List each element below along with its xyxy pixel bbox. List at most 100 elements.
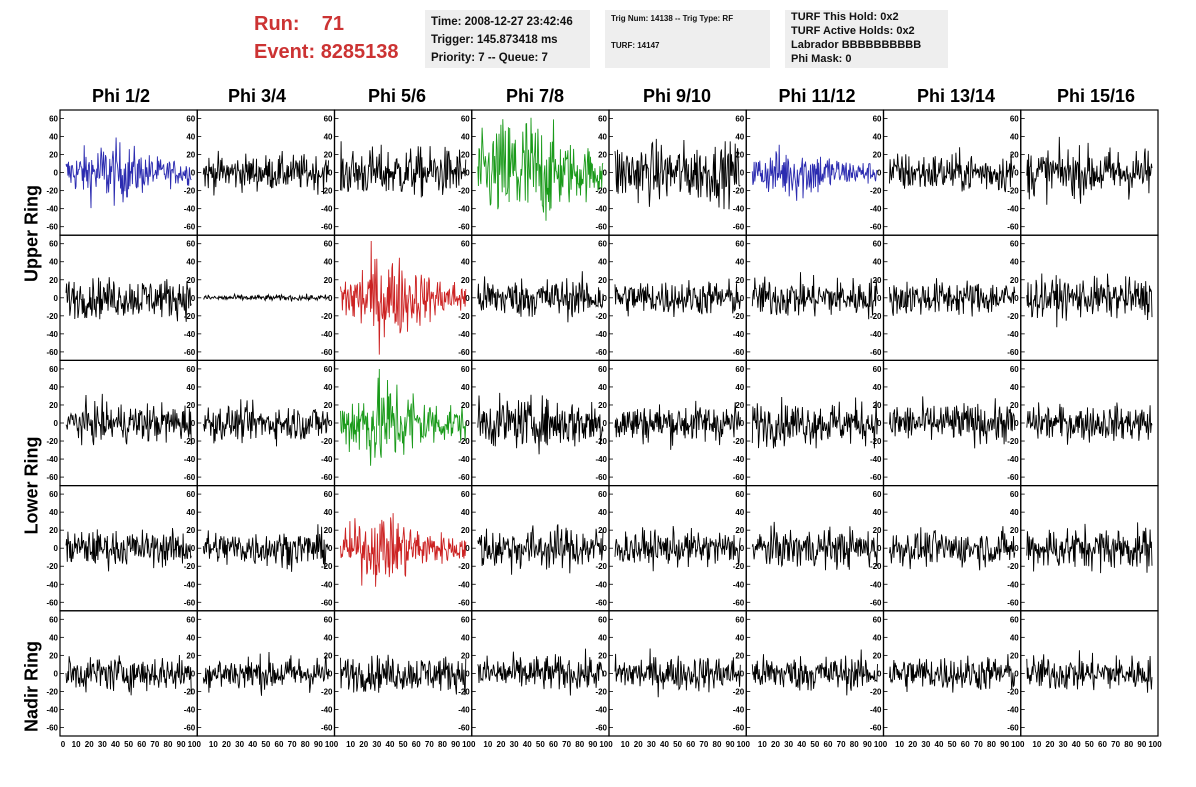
waveform-trace-r4-c1	[202, 651, 329, 696]
x-tick-label: 10	[346, 740, 355, 749]
x-tick-label: 10	[895, 740, 904, 749]
y-tick-label: -60	[321, 723, 333, 732]
y-tick-label: 0	[740, 294, 745, 303]
y-tick-label: 60	[324, 490, 333, 499]
waveform-trace-r4-c2	[340, 654, 467, 696]
x-tick-label: 50	[124, 740, 133, 749]
y-tick-label: -60	[46, 223, 58, 232]
waveform-trace-r4-c6	[889, 654, 1016, 693]
plot-frame-r2-c3	[471, 359, 610, 487]
y-tick-label: 40	[735, 258, 744, 267]
y-tick-label: 20	[735, 401, 744, 410]
waveform-trace-r0-c2	[340, 141, 467, 198]
x-tick-label: 80	[301, 740, 310, 749]
y-tick-label: -20	[321, 562, 333, 571]
y-tick-label: -60	[321, 348, 333, 357]
x-tick-label: 0	[61, 740, 66, 749]
y-tick-label: 60	[1010, 365, 1019, 374]
waveform-trace-r1-c7	[1026, 273, 1153, 328]
x-tick-label: 70	[837, 740, 846, 749]
column-header-phi-9-10: Phi 9/10	[642, 86, 712, 106]
y-tick-label: 60	[324, 615, 333, 624]
x-tick-label: 30	[510, 740, 519, 749]
y-tick-label: -60	[184, 473, 196, 482]
y-tick-label: 60	[735, 490, 744, 499]
y-tick-label: -20	[46, 687, 58, 696]
y-tick-label: -60	[733, 723, 745, 732]
y-tick-label: -60	[458, 598, 470, 607]
waveform-trace-r3-c7	[1026, 522, 1153, 574]
y-tick-label: -40	[870, 705, 882, 714]
x-tick-label: 20	[222, 740, 231, 749]
y-tick-label: -60	[1007, 348, 1019, 357]
x-tick-label: 90	[588, 740, 597, 749]
x-tick-label: 100	[599, 740, 613, 749]
y-tick-label: 60	[461, 365, 470, 374]
x-tick-label: 80	[575, 740, 584, 749]
y-tick-label: 20	[324, 651, 333, 660]
waveform-trace-r2-c5	[751, 396, 878, 449]
y-tick-label: 20	[461, 651, 470, 660]
y-tick-label: -60	[870, 723, 882, 732]
x-tick-label: 80	[1124, 740, 1133, 749]
y-tick-label: 40	[186, 633, 195, 642]
y-tick-label: 40	[461, 258, 470, 267]
waveform-trace-r3-c0	[65, 527, 192, 572]
column-header-phi-13-14: Phi 13/14	[916, 86, 996, 106]
y-tick-label: 0	[465, 419, 470, 428]
y-tick-label: -20	[184, 562, 196, 571]
x-tick-label: 50	[1085, 740, 1094, 749]
run-event-header: Run: 71 Event: 8285138	[254, 10, 399, 66]
y-tick-label: 20	[1010, 276, 1019, 285]
y-tick-label: -20	[458, 187, 470, 196]
y-tick-label: 40	[735, 633, 744, 642]
waveform-trace-r0-c6	[889, 147, 1016, 193]
x-tick-label: 20	[908, 740, 917, 749]
y-tick-label: 60	[186, 115, 195, 124]
x-tick-label: 90	[726, 740, 735, 749]
x-tick-label: 50	[810, 740, 819, 749]
y-tick-label: 0	[877, 669, 882, 678]
y-tick-label: 60	[1010, 615, 1019, 624]
column-header-phi-15-16: Phi 15/16	[1056, 86, 1136, 106]
run-value: 71	[321, 13, 345, 35]
y-tick-label: -40	[870, 205, 882, 214]
turf-info-box: TURF This Hold: 0x2 TURF Active Holds: 0…	[785, 10, 948, 68]
y-tick-label: -20	[1007, 312, 1019, 321]
x-tick-label: 60	[961, 740, 970, 749]
y-tick-label: 60	[49, 365, 58, 374]
y-tick-label: -60	[458, 473, 470, 482]
phi-mask-text: Phi Mask: 0	[791, 53, 852, 65]
y-tick-label: 60	[461, 615, 470, 624]
y-tick-label: -20	[46, 312, 58, 321]
x-tick-label: 100	[462, 740, 476, 749]
turf-num-text: TURF: 14147	[611, 41, 660, 50]
event-value: 8285138	[320, 41, 399, 63]
x-tick-label: 70	[699, 740, 708, 749]
column-header-phi-7-8: Phi 7/8	[505, 86, 565, 106]
y-tick-label: 0	[465, 169, 470, 178]
y-tick-label: 0	[54, 294, 59, 303]
y-tick-label: 0	[191, 294, 196, 303]
y-tick-label: -20	[870, 312, 882, 321]
y-tick-label: -20	[46, 187, 58, 196]
y-tick-label: -40	[870, 455, 882, 464]
trigger-info-box: Trig Num: 14138 -- Trig Type: RF TURF: 1…	[605, 10, 770, 68]
waveform-trace-r1-c4	[614, 278, 741, 318]
y-tick-label: -60	[595, 598, 607, 607]
y-tick-label: -60	[1007, 223, 1019, 232]
x-tick-label: 60	[1098, 740, 1107, 749]
x-tick-label: 70	[974, 740, 983, 749]
y-tick-label: 20	[873, 526, 882, 535]
x-tick-label: 20	[634, 740, 643, 749]
y-tick-label: -40	[184, 705, 196, 714]
y-tick-label: 0	[740, 544, 745, 553]
y-tick-label: 40	[461, 633, 470, 642]
y-tick-label: 60	[324, 240, 333, 249]
x-tick-label: 60	[549, 740, 558, 749]
y-tick-label: -60	[458, 723, 470, 732]
y-tick-label: -20	[321, 187, 333, 196]
y-tick-label: -20	[870, 687, 882, 696]
y-tick-label: -40	[733, 330, 745, 339]
y-tick-label: -20	[733, 437, 745, 446]
